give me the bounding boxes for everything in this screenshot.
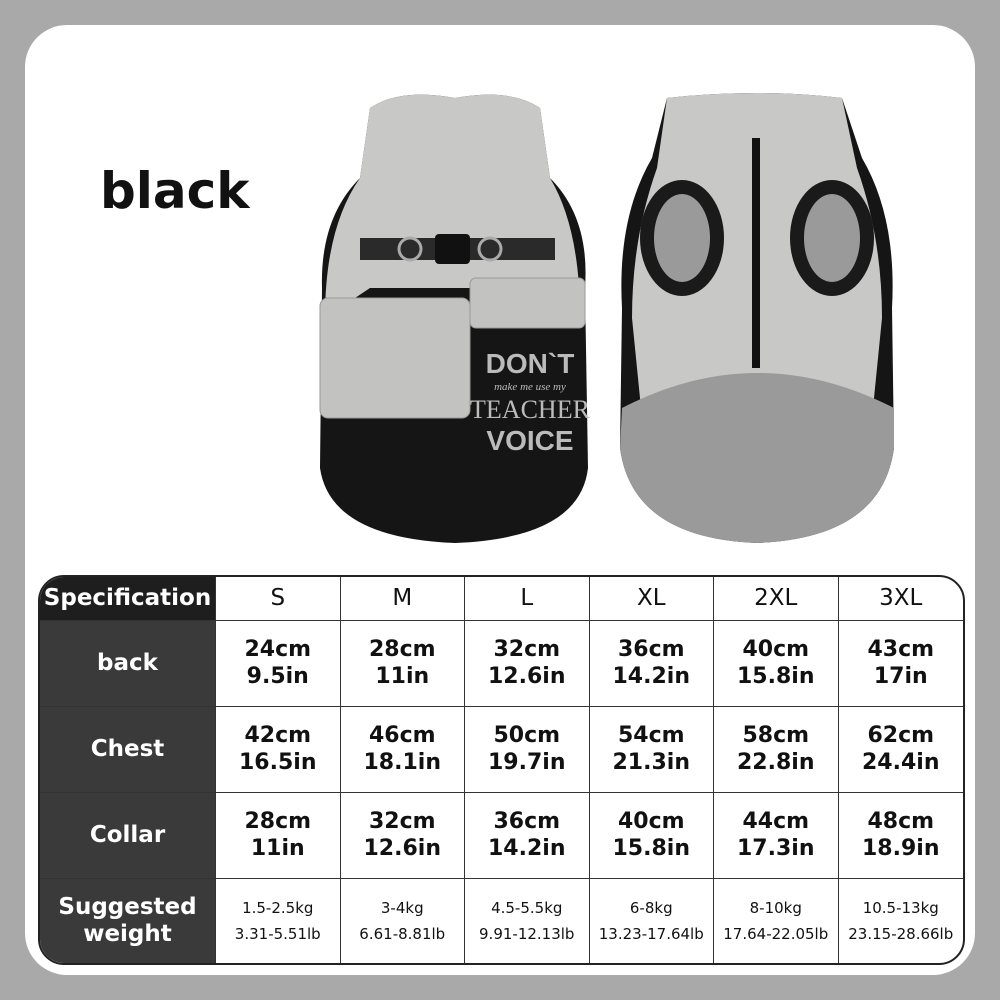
table-cell: 28cm 11in: [216, 792, 341, 879]
table-row-chest: Chest 42cm 16.5in 46cm 18.1in 50cm 19.7in 54cm 2…: [40, 706, 963, 793]
cell-imperial: 15.8in: [737, 664, 815, 690]
vest-back-image: [620, 93, 894, 543]
cell-imperial: 13.23-17.64lb: [598, 924, 704, 943]
cell-metric: 42cm: [244, 723, 312, 749]
table-cell: 58cm 22.8in: [714, 706, 839, 793]
table-header-row: Specification S M L XL 2XL 3XL: [40, 577, 963, 621]
row-label: Collar: [40, 792, 216, 879]
cell-metric: 48cm: [867, 809, 935, 835]
cell-imperial: 9.5in: [246, 664, 309, 690]
cell-metric: 32cm: [493, 637, 561, 663]
cell-imperial: 12.6in: [363, 836, 441, 862]
size-chart-table: Specification S M L XL 2XL 3XL back 24cm 9…: [38, 575, 965, 965]
size-s: S: [216, 577, 341, 621]
cell-imperial: 18.1in: [363, 750, 441, 776]
cell-imperial: 15.8in: [612, 836, 690, 862]
cell-imperial: 16.5in: [239, 750, 317, 776]
cell-imperial: 12.6in: [488, 664, 566, 690]
cell-metric: 58cm: [742, 723, 810, 749]
size-3xl: 3XL: [838, 577, 963, 621]
cell-metric: 54cm: [617, 723, 685, 749]
cell-imperial: 18.9in: [862, 836, 940, 862]
cell-imperial: 6.61-8.81lb: [359, 924, 446, 943]
cell-imperial: 23.15-28.66lb: [848, 924, 954, 943]
cell-metric: 36cm: [493, 809, 561, 835]
table-cell: 43cm 17in: [838, 621, 963, 707]
color-label: black: [100, 162, 250, 220]
table-cell: 62cm 24.4in: [838, 707, 963, 793]
table-cell: 1.5-2.5kg 3.31-5.51lb: [216, 878, 341, 963]
table-cell: 28cm 11in: [340, 620, 465, 707]
cell-metric: 36cm: [617, 637, 685, 663]
table-cell: 42cm 16.5in: [216, 706, 341, 793]
cell-metric: 1.5-2.5kg: [242, 898, 314, 917]
vest-front-image: DON`T make me use my TEACHER VOICE: [319, 94, 591, 544]
cell-imperial: 9.91-12.13lb: [479, 924, 575, 943]
table-cell: 40cm 15.8in: [714, 620, 839, 707]
table-row-weight: Suggested weight 1.5-2.5kg 3.31-5.51lb 3-4k…: [40, 878, 964, 963]
cell-metric: 28cm: [368, 637, 436, 663]
cell-metric: 44cm: [742, 809, 810, 835]
cell-metric: 43cm: [867, 637, 935, 663]
size-xl: XL: [589, 577, 714, 621]
size-l: L: [465, 577, 590, 621]
cell-metric: 24cm: [244, 637, 312, 663]
table-cell: 40cm 15.8in: [589, 792, 714, 879]
cell-imperial: 11in: [250, 836, 305, 862]
cell-imperial: 3.31-5.51lb: [234, 924, 321, 943]
cell-imperial: 22.8in: [737, 750, 815, 776]
table-cell: 44cm 17.3in: [714, 792, 839, 879]
cell-imperial: 17.64-22.05lb: [723, 924, 829, 943]
spec-header: Specification: [40, 577, 216, 621]
cell-metric: 62cm: [867, 723, 935, 749]
table-row-back: back 24cm 9.5in 28cm 11in 32cm 12.6in 36cm 14.2i…: [40, 620, 963, 707]
vest-print-line3: TEACHER: [470, 395, 591, 424]
cell-metric: 28cm: [244, 809, 312, 835]
table-cell: 36cm 14.2in: [589, 620, 714, 707]
vest-print-line4: VOICE: [486, 425, 573, 456]
cell-metric: 4.5-5.5kg: [491, 898, 563, 917]
cell-imperial: 21.3in: [612, 750, 690, 776]
table-cell: 50cm 19.7in: [465, 706, 590, 793]
table-cell: 24cm 9.5in: [216, 620, 341, 707]
cell-metric: 40cm: [742, 637, 810, 663]
table-cell: 32cm 12.6in: [340, 792, 465, 879]
table-cell: 54cm 21.3in: [589, 706, 714, 793]
table-cell: 48cm 18.9in: [838, 793, 963, 879]
row-label: Suggested weight: [40, 878, 216, 963]
vest-print-line1: DON`T: [486, 348, 575, 379]
table-cell: 32cm 12.6in: [465, 620, 590, 707]
cell-metric: 6-8kg: [629, 898, 673, 917]
table-cell: 8-10kg 17.64-22.05lb: [714, 878, 839, 963]
cell-metric: 10.5-13kg: [862, 898, 939, 917]
cell-imperial: 19.7in: [488, 750, 566, 776]
cell-imperial: 17in: [873, 664, 928, 690]
table-cell: 4.5-5.5kg 9.91-12.13lb: [465, 878, 590, 963]
cell-imperial: 17.3in: [737, 836, 815, 862]
cell-imperial: 24.4in: [862, 750, 940, 776]
table-cell: 3-4kg 6.61-8.81lb: [341, 878, 465, 963]
size-2xl: 2XL: [714, 577, 839, 621]
row-label: Chest: [40, 706, 216, 793]
table-cell: 46cm 18.1in: [340, 706, 465, 793]
row-label: back: [40, 620, 216, 707]
cell-imperial: 14.2in: [612, 664, 690, 690]
vest-print-line2: make me use my: [494, 381, 566, 393]
table-cell: 6-8kg 13.23-17.64lb: [590, 878, 714, 963]
cell-metric: 40cm: [617, 809, 685, 835]
table-cell: 36cm 14.2in: [465, 792, 590, 879]
table-row-collar: Collar 28cm 11in 32cm 12.6in 36cm 14.2in 40cm 15…: [40, 792, 963, 879]
table-cell: 10.5-13kg 23.15-28.66lb: [839, 879, 964, 963]
cell-metric: 46cm: [368, 723, 436, 749]
cell-imperial: 14.2in: [488, 836, 566, 862]
size-m: M: [340, 577, 465, 621]
cell-imperial: 11in: [375, 664, 430, 690]
cell-metric: 3-4kg: [380, 898, 424, 917]
cell-metric: 32cm: [368, 809, 436, 835]
cell-metric: 8-10kg: [749, 898, 802, 917]
cell-metric: 50cm: [493, 723, 561, 749]
